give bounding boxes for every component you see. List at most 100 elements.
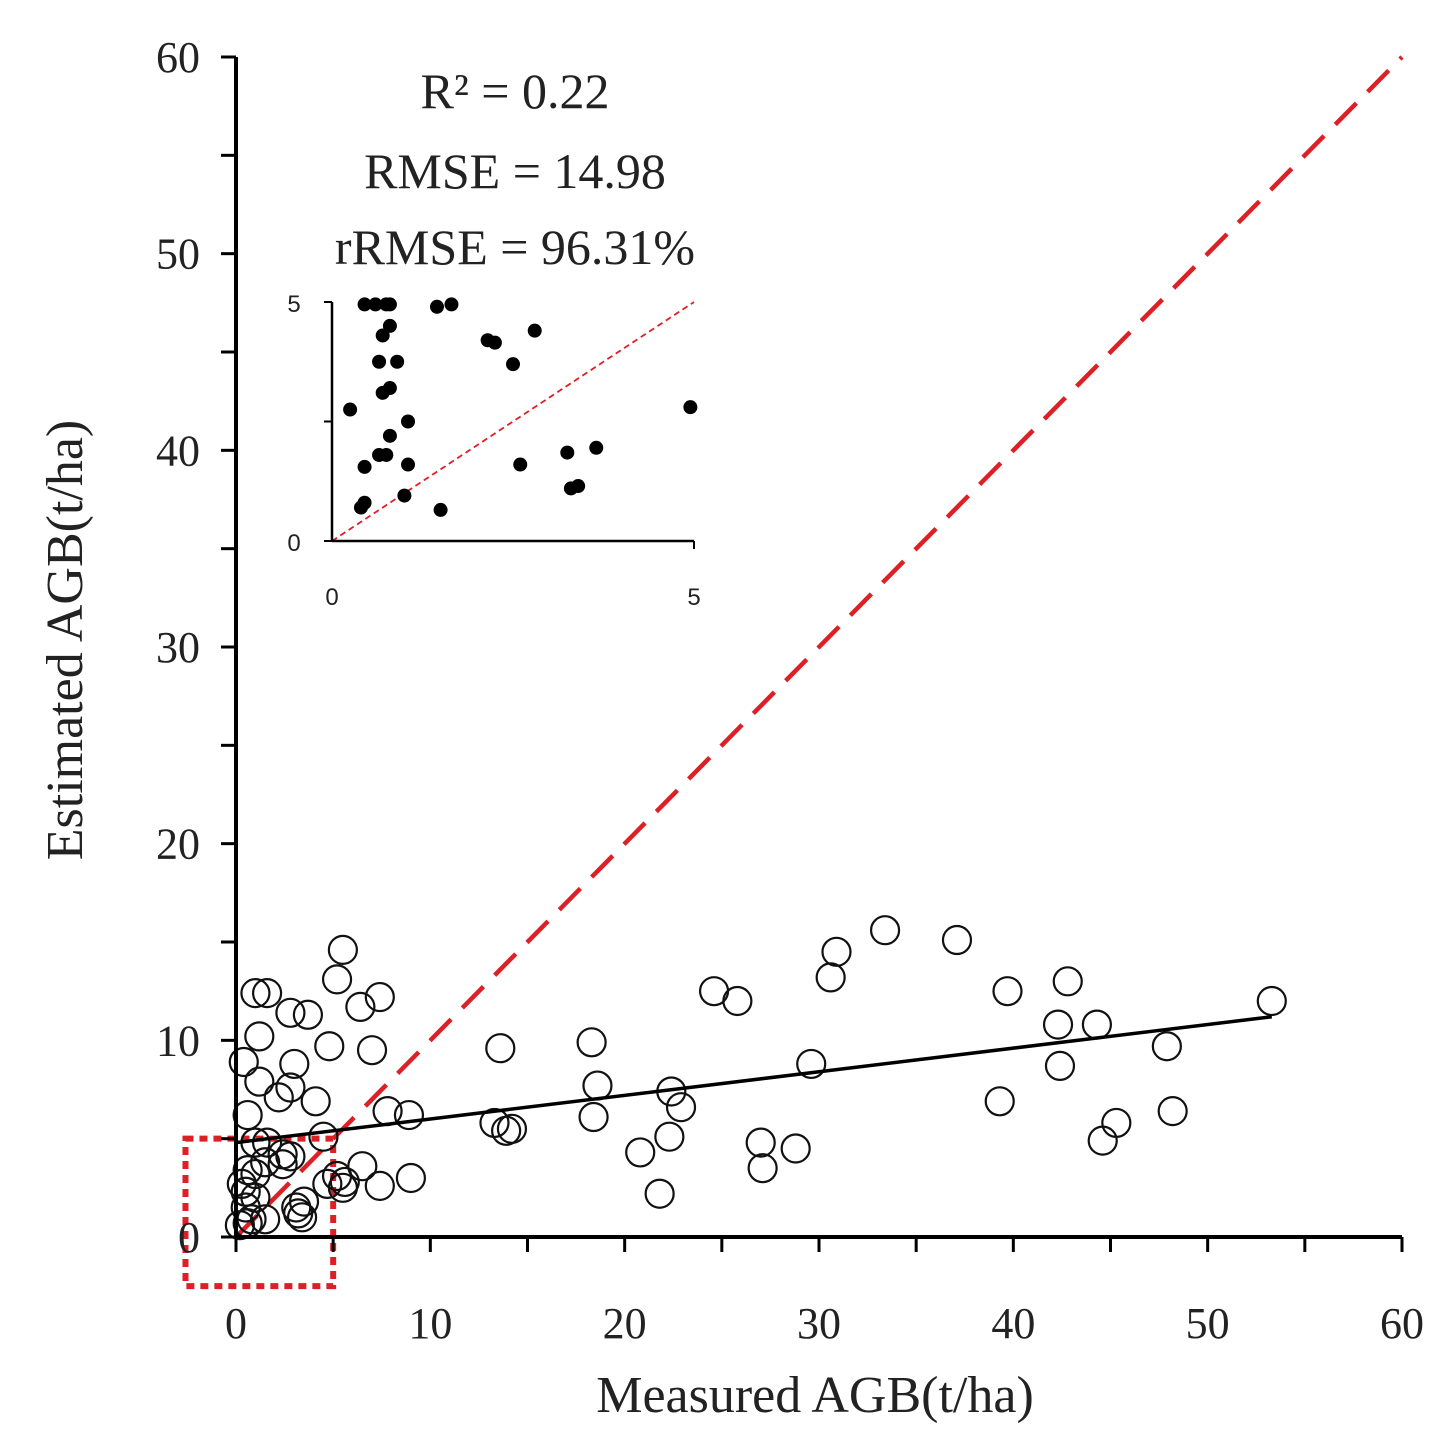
data-point [286,1202,318,1233]
data-point [364,981,395,1013]
data-point [275,1141,306,1172]
data-point [244,1066,275,1097]
regression-fit-line [235,1014,1273,1145]
main-data-points [224,915,1287,1241]
inset-data-point [357,297,372,312]
data-point [244,1021,275,1052]
inset-y-tick-label: 0 [287,530,300,557]
x-axis-tick-labels: 0 10 20 30 40 50 60 [225,1299,1424,1348]
fit-line [235,1014,1273,1145]
data-point [345,991,376,1023]
data-point [347,1151,378,1182]
data-point [251,978,283,1009]
inset-data-point [429,299,444,314]
inset-tick-labels: 0 5 0 5 [287,291,700,611]
x-tick-label: 10 [408,1299,452,1348]
data-point [654,1121,685,1152]
data-point [267,1149,298,1180]
data-point [279,1048,310,1080]
inset-data-point [444,297,459,312]
data-point [395,1162,426,1194]
inset-data-point [382,428,397,443]
data-point [232,1155,263,1186]
data-point [941,924,973,956]
data-point [1087,1125,1118,1156]
inset-data-point [560,445,575,460]
one-to-one-line [234,55,1404,1239]
inset-data-point [683,400,698,415]
y-tick-label: 30 [156,623,200,672]
inset-data-point [401,414,416,429]
inset-data-point [382,381,397,396]
data-point [356,1035,388,1066]
data-point [275,997,306,1028]
data-point [496,1113,528,1144]
data-point [869,915,901,946]
data-point [250,1204,281,1235]
inset-data-point [382,318,397,333]
x-tick-label: 20 [603,1299,647,1348]
y-tick-label: 50 [156,230,200,279]
data-point [722,985,753,1017]
data-point [228,1046,259,1078]
inset-data-point [343,402,358,417]
inset-data-point [513,457,528,472]
x-tick-label: 50 [1186,1299,1230,1348]
data-point [665,1092,697,1123]
rrmse-annotation: rRMSE = 96.31% [335,219,695,275]
inset-data-point [357,459,372,474]
data-point [283,1198,314,1229]
inset-axes [324,301,695,549]
one-to-one-reference-line [234,55,1404,1239]
y-axis-title: Estimated AGB(t/ha) [37,420,94,860]
inset-data-point [487,335,502,350]
data-point [292,999,324,1030]
x-tick-label: 60 [1380,1299,1424,1348]
y-tick-label: 10 [156,1016,200,1065]
inset-x-tick-label: 0 [325,584,338,611]
data-point [1151,1031,1182,1062]
data-point [240,978,271,1009]
data-point [578,1101,609,1133]
data-point [1101,1107,1132,1139]
data-point [984,1086,1015,1117]
data-point [250,1147,281,1178]
data-point [312,1168,343,1200]
inset-data-points [343,297,698,517]
inset-data-point [527,323,542,338]
data-point [300,1086,331,1117]
inset-data-point [375,328,390,343]
data-point [796,1048,827,1080]
data-point [1052,966,1083,997]
data-point [327,934,358,965]
data-point [625,1137,656,1168]
inset-data-point [357,495,372,510]
data-point [393,1099,425,1131]
inset-data-point [401,457,416,472]
inset-one-to-one [331,301,695,542]
data-point [263,1082,294,1113]
data-point [1157,1096,1188,1127]
inset-data-point [589,440,604,455]
data-point [821,936,852,967]
inset-data-point [372,354,387,369]
inset-data-point [368,297,383,312]
data-point [747,1153,778,1184]
data-point [745,1127,776,1158]
x-axis-title: Measured AGB(t/ha) [596,1367,1034,1424]
data-point [314,1031,345,1062]
inset-x-tick-label: 5 [687,584,700,611]
inset-data-point [390,354,405,369]
data-point [780,1133,811,1164]
data-point [576,1027,607,1058]
data-point [582,1070,613,1101]
data-point [232,1099,263,1131]
y-tick-label: 0 [178,1213,200,1262]
inset-data-point [571,479,586,494]
data-point [308,1121,339,1152]
data-point [251,1127,283,1158]
inset-one-to-one-line [331,301,695,542]
data-point [1256,985,1287,1017]
data-point [485,1033,516,1064]
